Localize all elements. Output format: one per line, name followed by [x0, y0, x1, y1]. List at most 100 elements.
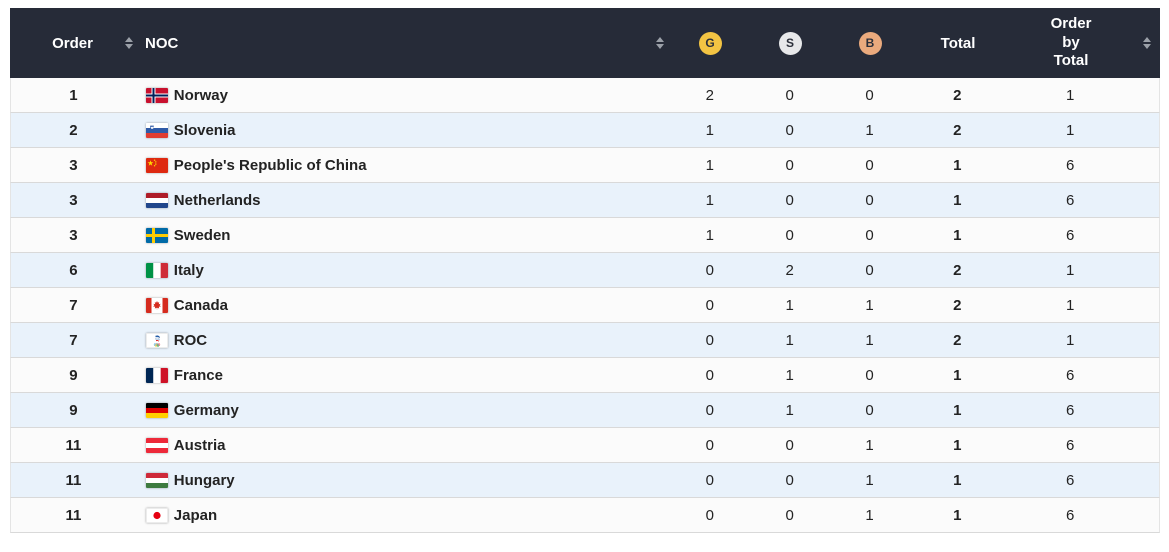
gold-count-cell: 0 [705, 366, 714, 384]
noc-cell: Italy [136, 253, 670, 287]
total-count-cell: 2 [953, 261, 962, 279]
total-count-cell: 1 [953, 471, 962, 489]
table-row: 3 Netherlands 1 0 0 1 6 [10, 183, 1160, 218]
gold-count-cell: 0 [705, 506, 714, 524]
total-count-cell: 1 [953, 401, 962, 419]
sort-icon[interactable] [1143, 37, 1151, 49]
silver-count-cell: 0 [785, 506, 794, 524]
country-name: Slovenia [173, 121, 236, 139]
table-row: 7 Canada 0 1 1 2 1 [10, 288, 1160, 323]
table-row: 3 People's Republic of China 1 0 0 1 6 [10, 148, 1160, 183]
header-order[interactable]: Order [10, 8, 135, 78]
noc-cell: Austria [136, 428, 670, 462]
noc-cell: Sweden [136, 218, 670, 252]
order-cell: 7 [69, 331, 78, 349]
order-by-total-cell: 1 [1065, 261, 1075, 279]
silver-count-cell: 1 [785, 401, 794, 419]
bronze-count-cell: 1 [865, 121, 874, 139]
order-cell: 11 [65, 506, 82, 524]
country-name: Norway [173, 86, 228, 104]
noc-cell: ROC [136, 323, 670, 357]
silver-count-cell: 0 [785, 86, 794, 104]
header-noc[interactable]: NOC [135, 8, 670, 78]
noc-cell: Canada [136, 288, 670, 322]
order-cell: 11 [65, 436, 82, 454]
order-cell: 9 [69, 401, 78, 419]
header-total-label: Total [940, 34, 976, 52]
china-flag-icon [145, 157, 168, 173]
order-cell: 6 [69, 261, 78, 279]
gold-count-cell: 1 [705, 191, 714, 209]
order-cell: 11 [65, 471, 82, 489]
gold-count-cell: 2 [705, 86, 714, 104]
header-gold: G [670, 8, 750, 78]
gold-count-cell: 0 [705, 436, 714, 454]
silver-count-cell: 2 [785, 261, 794, 279]
header-noc-label: NOC [145, 34, 179, 52]
order-by-total-cell: 1 [1065, 296, 1075, 314]
bronze-count-cell: 0 [865, 156, 874, 174]
medal-table: Order NOC G S B Total Order by Total 1 N… [10, 8, 1160, 533]
header-order-label: Order [52, 34, 93, 52]
silver-count-cell: 0 [785, 436, 794, 454]
gold-count-cell: 0 [705, 331, 714, 349]
header-order-by-total[interactable]: Order by Total [1006, 8, 1160, 78]
table-row: 9 Germany 0 1 0 1 6 [10, 393, 1160, 428]
bronze-count-cell: 1 [865, 506, 874, 524]
netherlands-flag-icon [145, 192, 168, 208]
total-count-cell: 1 [953, 436, 962, 454]
table-row: 9 France 0 1 0 1 6 [10, 358, 1160, 393]
total-count-cell: 1 [953, 156, 962, 174]
silver-count-cell: 0 [785, 156, 794, 174]
order-by-total-cell: 1 [1065, 331, 1075, 349]
country-name: Hungary [173, 471, 235, 489]
germany-flag-icon [145, 402, 168, 418]
country-name: Sweden [173, 226, 231, 244]
bronze-count-cell: 1 [865, 296, 874, 314]
noc-cell: Netherlands [136, 183, 670, 217]
table-header: Order NOC G S B Total Order by Total [10, 8, 1160, 78]
bronze-count-cell: 1 [865, 331, 874, 349]
order-cell: 3 [69, 191, 78, 209]
sort-icon[interactable] [656, 37, 664, 49]
total-count-cell: 2 [953, 296, 962, 314]
country-name: People's Republic of China [173, 156, 367, 174]
order-cell: 3 [69, 156, 78, 174]
italy-flag-icon [145, 262, 168, 278]
country-name: ROC [173, 331, 208, 349]
header-order-by-total-label: Order by Total [1050, 14, 1092, 70]
order-by-total-cell: 6 [1065, 401, 1075, 419]
order-cell: 7 [69, 296, 78, 314]
bronze-count-cell: 0 [865, 401, 874, 419]
header-silver: S [750, 8, 830, 78]
total-count-cell: 1 [953, 366, 962, 384]
header-total: Total [910, 8, 1006, 78]
silver-count-cell: 1 [785, 296, 794, 314]
bronze-medal-icon: B [858, 31, 882, 55]
order-cell: 9 [69, 366, 78, 384]
total-count-cell: 2 [953, 86, 962, 104]
hungary-flag-icon [145, 472, 168, 488]
order-cell: 3 [69, 226, 78, 244]
noc-cell: Germany [136, 393, 670, 427]
table-row: 11 Austria 0 0 1 1 6 [10, 428, 1160, 463]
silver-count-cell: 0 [785, 191, 794, 209]
order-cell: 2 [69, 121, 78, 139]
order-by-total-cell: 6 [1065, 191, 1075, 209]
country-name: Netherlands [173, 191, 261, 209]
bronze-count-cell: 0 [865, 86, 874, 104]
order-by-total-cell: 6 [1065, 226, 1075, 244]
header-bronze: B [830, 8, 910, 78]
silver-count-cell: 0 [785, 226, 794, 244]
gold-count-cell: 1 [705, 121, 714, 139]
japan-flag-icon [145, 507, 168, 523]
total-count-cell: 1 [953, 506, 962, 524]
noc-cell: Japan [136, 498, 670, 532]
silver-count-cell: 1 [785, 366, 794, 384]
gold-count-cell: 1 [705, 156, 714, 174]
sort-icon[interactable] [125, 37, 133, 49]
order-by-total-cell: 1 [1065, 86, 1075, 104]
bronze-count-cell: 1 [865, 471, 874, 489]
bronze-count-cell: 0 [865, 366, 874, 384]
silver-count-cell: 0 [785, 471, 794, 489]
